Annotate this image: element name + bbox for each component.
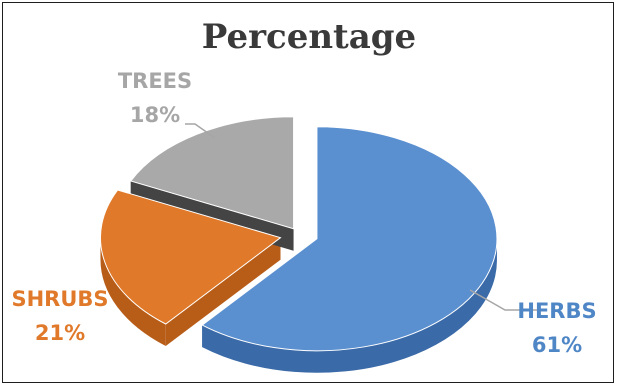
slice-value-trees: 18% — [130, 103, 180, 127]
slice-label-shrubs: SHRUBS — [11, 287, 108, 311]
pie-slice-herbs — [201, 126, 498, 352]
pie-tops — [100, 116, 498, 352]
chart-title: Percentage — [201, 17, 417, 57]
pie-slice-trees — [129, 116, 295, 230]
leader-line-trees — [185, 123, 216, 139]
slice-value-herbs: 61% — [532, 333, 582, 357]
slice-label-herbs: HERBS — [517, 299, 596, 323]
pie-labels: HERBS 61% SHRUBS 21% TREES 18% — [11, 69, 596, 357]
pie-rim-herbs — [202, 238, 497, 373]
slice-value-shrubs: 21% — [35, 321, 85, 345]
pie-wall-shrubs — [165, 237, 281, 347]
pie-rim-shrubs — [100, 237, 166, 347]
slice-label-trees: TREES — [118, 69, 192, 93]
leader-line-herbs — [469, 289, 540, 311]
pie-slice-shrubs — [100, 189, 282, 325]
